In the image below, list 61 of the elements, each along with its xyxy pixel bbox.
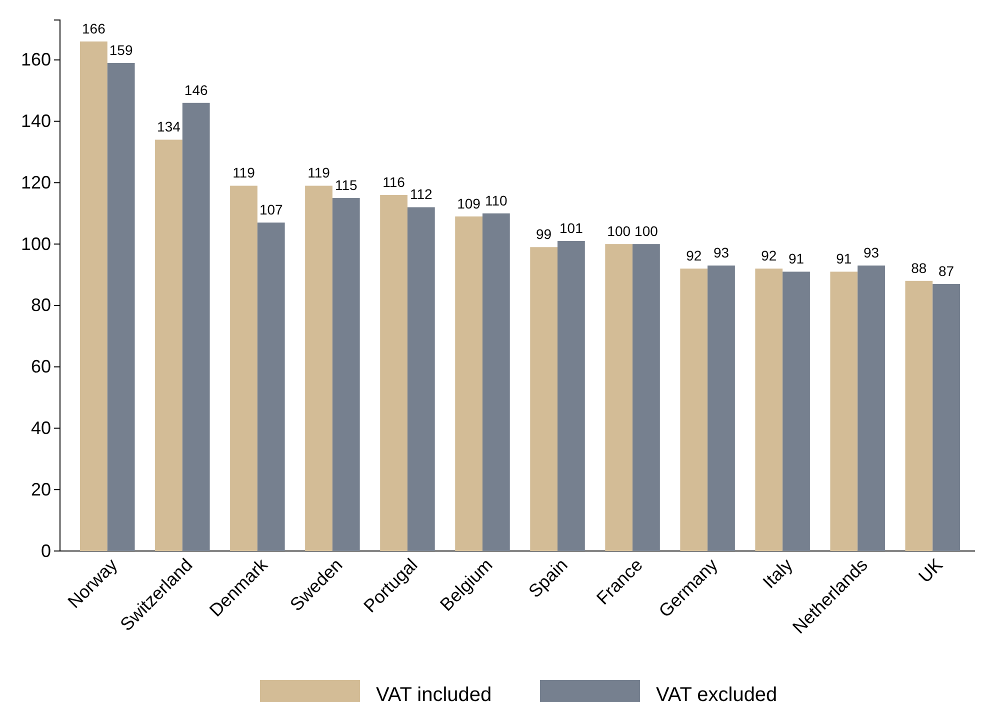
bar xyxy=(708,266,735,551)
data-label: 119 xyxy=(308,164,330,181)
bar xyxy=(332,198,360,551)
bar xyxy=(932,284,960,551)
y-tick-label: 160 xyxy=(20,50,51,70)
data-label: 87 xyxy=(938,262,954,279)
y-tick-label: 0 xyxy=(40,540,51,561)
bar xyxy=(905,280,933,551)
data-label: 92 xyxy=(761,248,777,264)
bar xyxy=(558,240,585,551)
data-label: 99 xyxy=(536,226,552,242)
bar xyxy=(482,213,510,551)
y-tick-label: 120 xyxy=(20,172,51,192)
bar xyxy=(182,102,210,551)
data-label: 93 xyxy=(863,244,880,261)
data-label: 159 xyxy=(109,42,133,58)
data-label: 134 xyxy=(157,118,181,135)
bar xyxy=(407,207,435,551)
data-label: 101 xyxy=(560,220,584,236)
bar xyxy=(230,186,258,551)
y-tick-label: 20 xyxy=(30,479,51,500)
bar xyxy=(530,247,558,551)
y-tick-label: 100 xyxy=(20,234,51,254)
data-label: 110 xyxy=(485,192,508,208)
data-label: 100 xyxy=(607,223,631,240)
bar xyxy=(680,268,708,551)
bar xyxy=(80,41,108,551)
bar xyxy=(305,186,332,551)
data-label: 166 xyxy=(82,20,106,36)
y-tick-label: 140 xyxy=(20,111,51,132)
data-label: 91 xyxy=(836,250,852,267)
data-label: 146 xyxy=(184,82,208,98)
bar xyxy=(455,216,482,551)
data-label: 92 xyxy=(686,248,702,264)
data-label: 112 xyxy=(410,186,433,202)
bar xyxy=(858,266,885,551)
bar xyxy=(380,194,408,551)
legend-label: VAT included xyxy=(376,684,492,702)
data-label: 100 xyxy=(634,223,658,240)
bar xyxy=(257,222,285,551)
data-label: 93 xyxy=(713,244,730,261)
data-label: 91 xyxy=(788,250,804,267)
bar xyxy=(155,140,182,551)
bar xyxy=(107,62,135,551)
y-tick-label: 60 xyxy=(30,356,51,377)
data-label: 119 xyxy=(232,164,256,181)
bar xyxy=(632,244,660,551)
y-tick-label: 40 xyxy=(30,418,51,438)
bar xyxy=(782,272,810,551)
y-tick-label: 80 xyxy=(30,295,51,316)
data-label: 88 xyxy=(911,260,927,276)
data-label: 115 xyxy=(334,177,358,194)
legend-label: VAT excluded xyxy=(656,684,778,702)
data-label: 107 xyxy=(259,202,284,218)
bar xyxy=(605,244,633,551)
bar xyxy=(830,272,858,551)
bar xyxy=(755,268,783,551)
x-tick-label: Italy xyxy=(758,554,796,592)
data-label: 116 xyxy=(382,174,406,190)
data-label: 109 xyxy=(457,195,481,212)
x-tick-label: UK xyxy=(914,554,946,587)
